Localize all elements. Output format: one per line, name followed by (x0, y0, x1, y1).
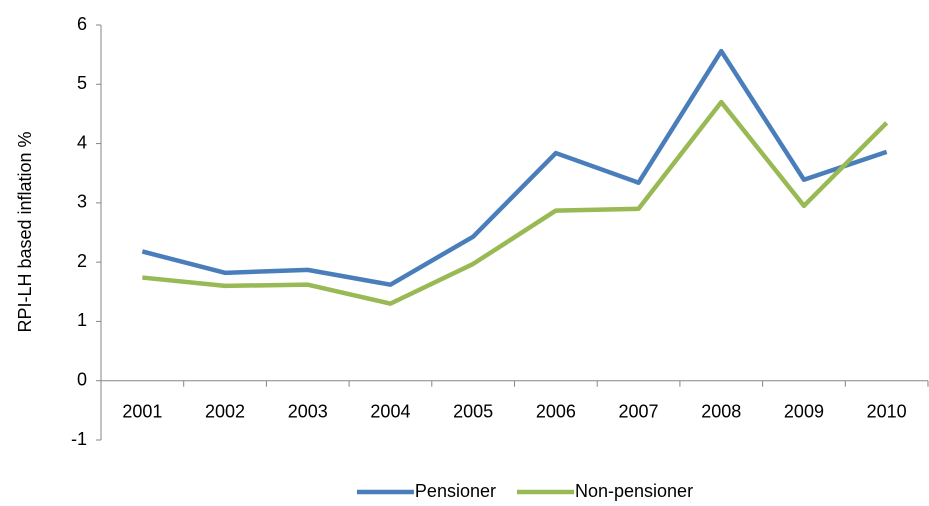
y-axis-label: RPI-LH based inflation % (15, 131, 35, 332)
x-tick-label: 2008 (701, 401, 741, 421)
x-tick-label: 2001 (122, 401, 162, 421)
x-tick-label: 2006 (536, 401, 576, 421)
x-tick-label: 2003 (288, 401, 328, 421)
y-tick-label: 3 (77, 192, 87, 212)
legend-label: Pensioner (415, 481, 496, 501)
y-tick-label: 0 (77, 369, 87, 389)
series-line (142, 99, 889, 306)
y-tick-label: 2 (77, 251, 87, 271)
y-tick-label: 1 (77, 310, 87, 330)
y-tick-label: 4 (77, 132, 87, 152)
x-tick-label: 2004 (370, 401, 410, 421)
x-tick-label: 2002 (205, 401, 245, 421)
y-tick-label: 5 (77, 73, 87, 93)
y-tick-label: 6 (77, 14, 87, 34)
series-line (141, 48, 888, 287)
x-tick-label: 2005 (453, 401, 493, 421)
x-tick-label: 2007 (619, 401, 659, 421)
x-tick-label: 2010 (867, 401, 907, 421)
y-tick-label: -1 (71, 429, 87, 449)
x-tick-label: 2009 (784, 401, 824, 421)
legend-label: Non-pensioner (575, 481, 693, 501)
